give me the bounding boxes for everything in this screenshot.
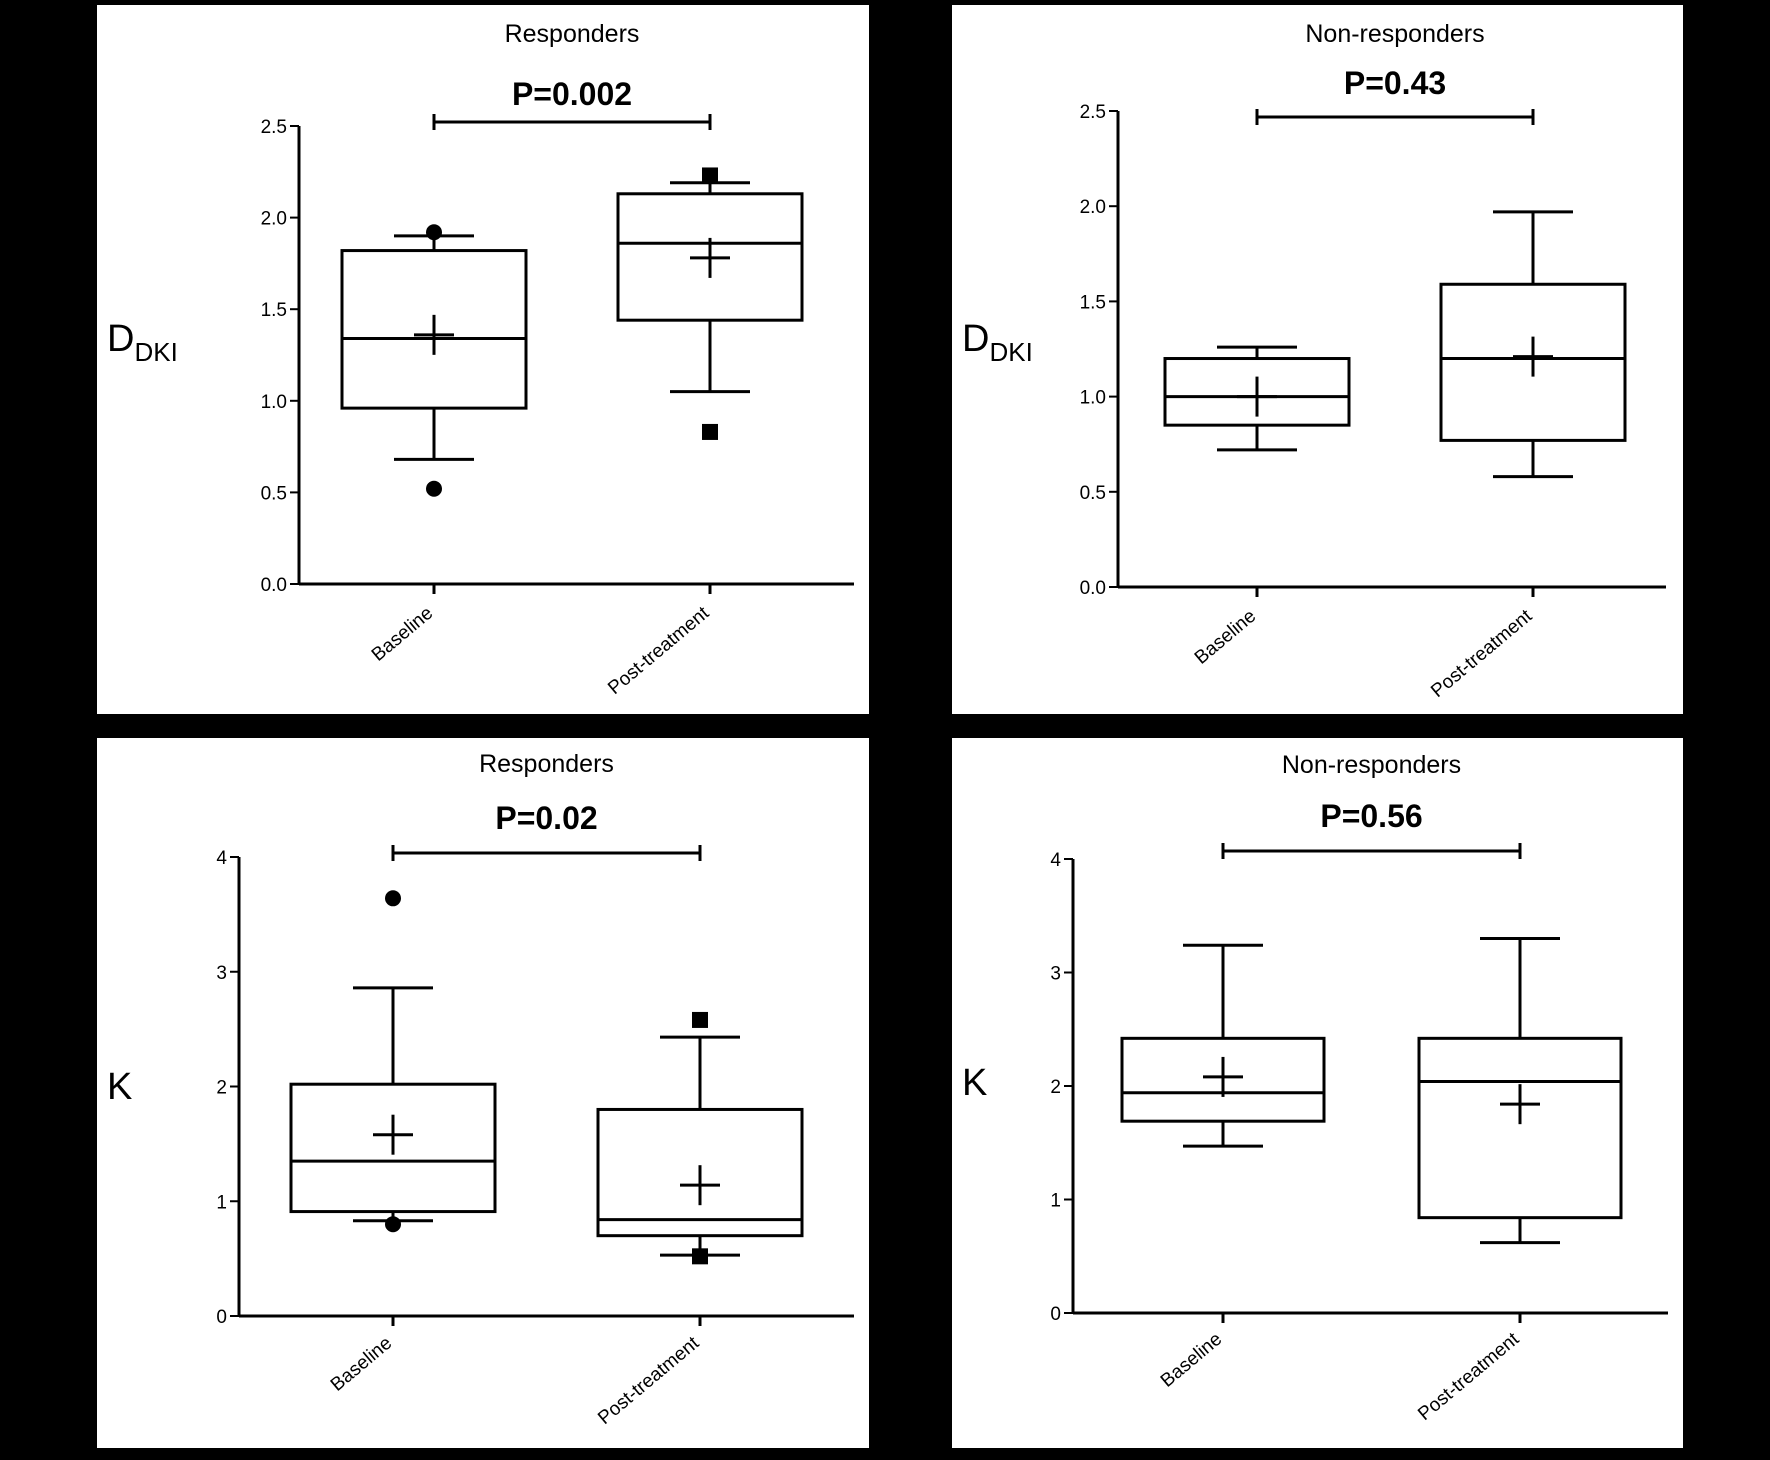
y-axis-label: DDKI bbox=[107, 318, 178, 367]
outlier-point bbox=[692, 1011, 708, 1028]
chart-svg: Responders P=0.002 DDKI 0.0 0.5 1.0 1.5 2.0 2.5 B… bbox=[107, 20, 854, 699]
p-value-label: P=0.43 bbox=[1344, 65, 1446, 101]
y-tick-label: 0.5 bbox=[1080, 483, 1106, 504]
p-value-label: P=0.002 bbox=[512, 76, 632, 112]
chart-panel-k-responders: Responders P=0.02 K 0 1 2 3 4 Baseline Post-treat… bbox=[97, 738, 869, 1448]
x-category-label: Post-treatment bbox=[594, 1332, 704, 1429]
outlier-point bbox=[385, 1216, 401, 1233]
chart-svg: Non-responders P=0.43 DDKI 0.0 0.5 1.0 1.5 2.0 2… bbox=[962, 20, 1666, 702]
chart-panel-ddki-responders: Responders P=0.002 DDKI 0.0 0.5 1.0 1.5 2.0 2.5 B… bbox=[97, 5, 869, 714]
y-tick-label: 0 bbox=[216, 1307, 227, 1328]
y-tick-label: 2.5 bbox=[261, 117, 287, 138]
chart-panel-k-non-responders: Non-responders P=0.56 K 0 1 2 3 4 Baseline Post-t… bbox=[952, 738, 1683, 1448]
y-tick-label: 0.5 bbox=[261, 483, 287, 504]
outlier-point bbox=[702, 167, 718, 184]
y-axis-label: K bbox=[107, 1066, 132, 1108]
x-category-label: Post-treatment bbox=[1414, 1328, 1524, 1425]
y-axis-label: K bbox=[962, 1062, 987, 1104]
chart-svg: Non-responders P=0.56 K 0 1 2 3 4 Baseline Post-t… bbox=[962, 751, 1668, 1425]
y-tick-label: 2 bbox=[1050, 1077, 1061, 1098]
x-category-label: Post-treatment bbox=[1427, 605, 1537, 702]
y-tick-label: 1.5 bbox=[261, 300, 287, 321]
y-tick-label: 2.0 bbox=[1080, 197, 1106, 218]
x-category-label: Baseline bbox=[368, 603, 437, 666]
y-tick-label: 1.0 bbox=[261, 392, 287, 413]
p-value-label: P=0.56 bbox=[1320, 798, 1422, 834]
outlier-point bbox=[692, 1248, 708, 1265]
panel-title: Non-responders bbox=[1282, 751, 1461, 779]
y-tick-label: 4 bbox=[1050, 850, 1061, 871]
y-tick-label: 2.5 bbox=[1080, 102, 1106, 123]
y-tick-label: 0 bbox=[1050, 1304, 1061, 1325]
y-tick-label: 0.0 bbox=[1080, 578, 1106, 599]
chart-panel-ddki-non-responders: Non-responders P=0.43 DDKI 0.0 0.5 1.0 1.5 2.0 2… bbox=[952, 5, 1683, 714]
y-tick-label: 3 bbox=[216, 963, 227, 984]
x-category-label: Baseline bbox=[1191, 606, 1260, 669]
box-iqr bbox=[1417, 1036, 1623, 1220]
y-tick-label: 2.0 bbox=[261, 209, 287, 230]
x-category-label: Baseline bbox=[1157, 1329, 1226, 1392]
outlier-point bbox=[426, 480, 442, 497]
outlier-point bbox=[385, 890, 401, 907]
y-tick-label: 1.0 bbox=[1080, 388, 1106, 409]
y-tick-label: 0.0 bbox=[261, 575, 287, 596]
y-tick-label: 1 bbox=[216, 1192, 227, 1213]
y-tick-label: 1.5 bbox=[1080, 292, 1106, 313]
y-tick-label: 1 bbox=[1050, 1191, 1061, 1212]
x-category-label: Baseline bbox=[327, 1333, 396, 1396]
y-tick-label: 4 bbox=[216, 848, 227, 869]
outlier-point bbox=[426, 224, 442, 241]
x-category-label: Post-treatment bbox=[604, 602, 714, 699]
p-value-label: P=0.02 bbox=[495, 800, 597, 836]
outlier-point bbox=[702, 423, 718, 440]
panel-title: Responders bbox=[505, 20, 640, 48]
y-tick-label: 3 bbox=[1050, 964, 1061, 985]
panel-title: Responders bbox=[479, 750, 614, 778]
y-axis-label: DDKI bbox=[962, 318, 1033, 367]
panel-title: Non-responders bbox=[1305, 20, 1484, 48]
chart-svg: Responders P=0.02 K 0 1 2 3 4 Baseline Post-treat… bbox=[107, 750, 854, 1429]
y-tick-label: 2 bbox=[216, 1078, 227, 1099]
